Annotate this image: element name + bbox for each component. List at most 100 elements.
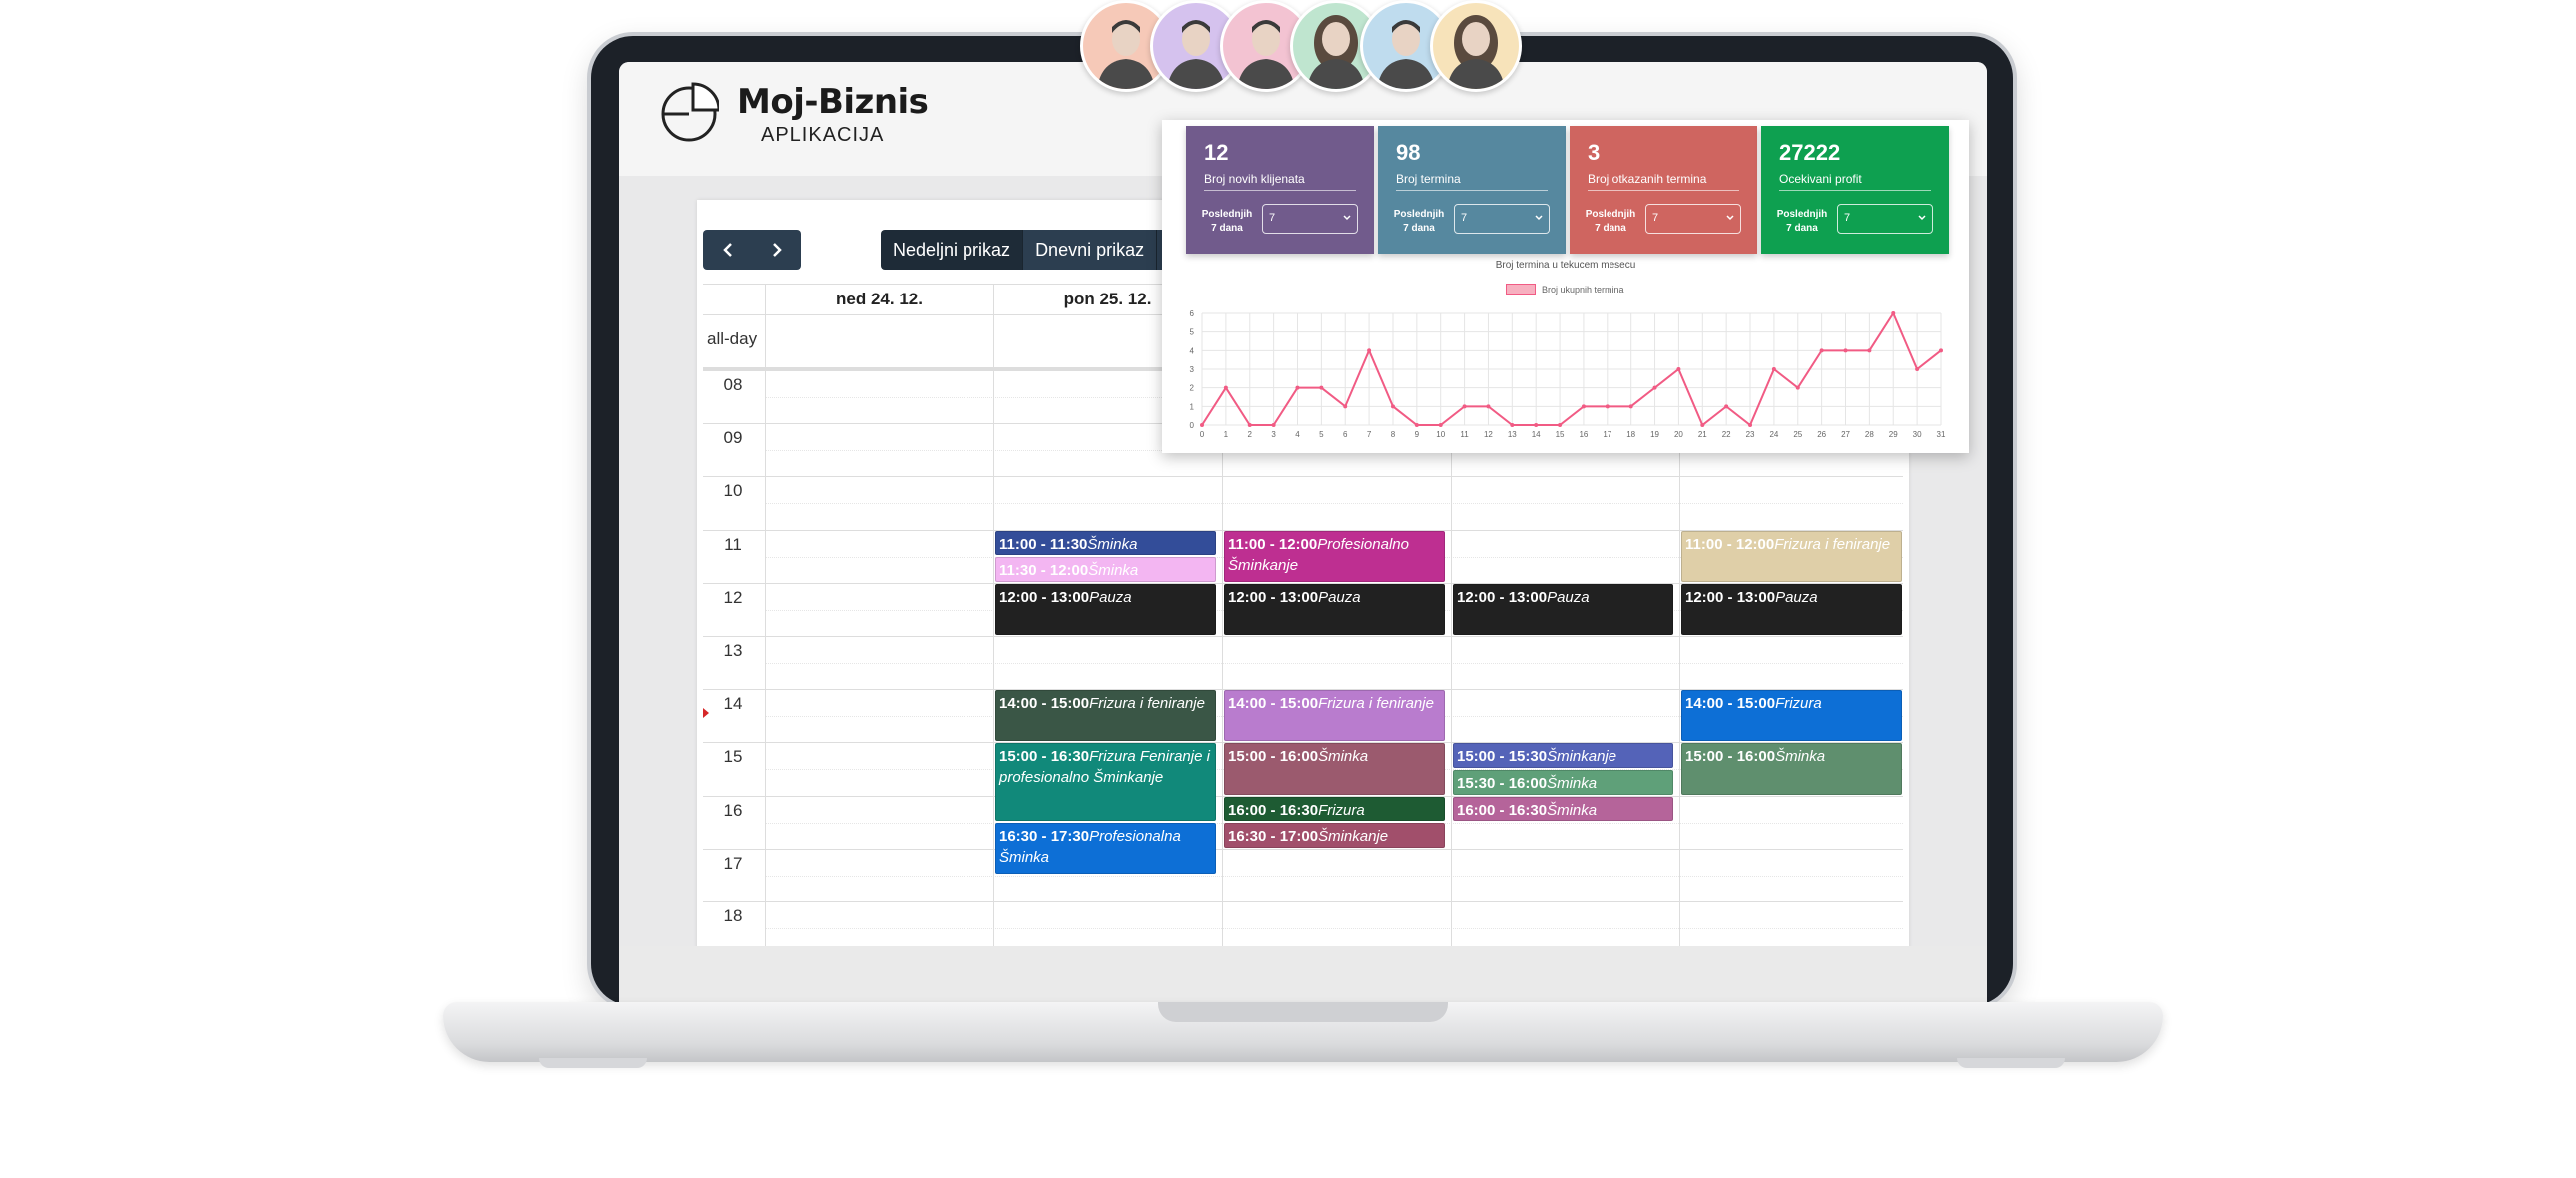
y-tick-label: 6 <box>1190 309 1195 318</box>
chevron-down-icon <box>1535 215 1543 221</box>
calendar-event[interactable]: 15:00 - 16:00Šminka <box>1224 743 1445 795</box>
calendar-event[interactable]: 15:00 - 16:30Frizura Feniranje i profesi… <box>995 743 1216 822</box>
avatar <box>1290 0 1382 92</box>
calendar-event[interactable]: 15:30 - 16:00Šminka <box>1453 770 1673 795</box>
hour-label: 08 <box>723 375 743 394</box>
data-point <box>1724 404 1729 409</box>
calendar-event[interactable]: 16:00 - 16:30Šminka <box>1453 796 1673 822</box>
chart-legend[interactable]: Broj ukupnih termina <box>1506 284 1624 294</box>
x-tick-label: 6 <box>1343 430 1348 439</box>
stat-label: Broj termina <box>1396 172 1461 186</box>
calendar-event[interactable]: 12:00 - 13:00Pauza <box>995 583 1216 635</box>
period-select[interactable]: 7 <box>1454 204 1550 234</box>
x-tick-label: 21 <box>1698 430 1707 439</box>
stat-label: Ocekivani profit <box>1779 172 1862 186</box>
x-tick-label: 12 <box>1484 430 1493 439</box>
event-time: 14:00 - 15:00 <box>1228 695 1319 713</box>
calendar-event[interactable]: 12:00 - 13:00Pauza <box>1453 583 1673 635</box>
period-label: Poslednjih 7 dana <box>1393 209 1445 234</box>
event-title: Pauza <box>1318 588 1361 606</box>
calendar-event[interactable]: 11:00 - 11:30Šminka <box>995 530 1216 556</box>
event-title: Frizura <box>1775 695 1822 713</box>
hour-row[interactable]: 18 <box>703 901 1903 946</box>
calendar-event[interactable]: 15:00 - 16:00Šminka <box>1681 743 1902 795</box>
data-point <box>1558 423 1563 427</box>
data-point <box>1819 348 1824 353</box>
event-title: Pauza <box>1775 588 1818 606</box>
event-title: Pauza <box>1547 588 1590 606</box>
day-header-sun: ned 24. 12. <box>765 285 994 314</box>
time-gutter-head <box>703 285 766 314</box>
period-select[interactable]: 7 <box>1262 204 1358 234</box>
event-time: 14:00 - 15:00 <box>1685 695 1776 713</box>
hour-label: 18 <box>723 906 743 925</box>
data-point <box>1486 404 1491 409</box>
period-label: Poslednjih 7 dana <box>1201 209 1253 234</box>
stat-divider <box>1588 190 1739 191</box>
series-line <box>1201 310 1942 427</box>
period-select[interactable]: 7 <box>1645 204 1741 234</box>
event-time: 15:00 - 16:00 <box>1228 748 1319 766</box>
brand-title: Moj-Biznis <box>737 82 929 122</box>
calendar-event[interactable]: 15:00 - 15:30Šminkanje <box>1453 743 1673 768</box>
calendar-event[interactable]: 11:30 - 12:00Šminka <box>995 557 1216 582</box>
calendar-event[interactable]: 12:00 - 13:00Pauza <box>1681 583 1902 635</box>
stat-card: 3 Broj otkazanih termina Poslednjih 7 dana… <box>1570 126 1757 254</box>
stat-card: 98 Broj termina Poslednjih 7 dana 7 <box>1378 126 1566 254</box>
half-hour-line <box>765 822 1903 824</box>
laptop-chin <box>619 946 1987 1002</box>
period-select[interactable]: 7 <box>1837 204 1933 234</box>
pie-logo-icon <box>661 82 719 142</box>
brand-subtitle: APLIKACIJA <box>761 124 885 146</box>
period-label: Poslednjih 7 dana <box>1585 209 1636 234</box>
x-tick-label: 16 <box>1579 430 1588 439</box>
hour-row[interactable]: 17 <box>703 848 1903 902</box>
data-point <box>1319 385 1324 390</box>
prev-button[interactable] <box>703 230 752 270</box>
event-title: Šminka <box>1088 562 1139 580</box>
calendar-event[interactable]: 14:00 - 15:00Frizura <box>1681 690 1902 742</box>
data-point <box>1939 348 1943 353</box>
event-time: 15:00 - 15:30 <box>1457 748 1548 766</box>
dashboard-panel: 12 Broj novih klijenata Poslednjih 7 dana 7… <box>1162 120 1969 453</box>
calendar-event[interactable]: 16:30 - 17:30Profesionalna Šminka <box>995 823 1216 875</box>
calendar-event[interactable]: 11:00 - 12:00Frizura i feniranje <box>1681 530 1902 582</box>
next-button[interactable] <box>752 230 801 270</box>
event-time: 14:00 - 15:00 <box>999 695 1090 713</box>
x-tick-label: 8 <box>1391 430 1396 439</box>
stat-label: Broj otkazanih termina <box>1588 172 1707 186</box>
event-time: 16:00 - 16:30 <box>1228 801 1319 819</box>
calendar-event[interactable]: 11:00 - 12:00Profesionalno Šminkanje <box>1224 530 1445 582</box>
stat-value: 3 <box>1588 140 1601 165</box>
data-point <box>1891 311 1896 315</box>
x-tick-label: 2 <box>1248 430 1253 439</box>
x-tick-label: 20 <box>1674 430 1683 439</box>
x-tick-label: 22 <box>1722 430 1731 439</box>
calendar-event[interactable]: 14:00 - 15:00Frizura i feniranje <box>995 690 1216 742</box>
y-tick-label: 3 <box>1190 365 1195 374</box>
x-tick-label: 25 <box>1793 430 1802 439</box>
hour-row[interactable]: 13 <box>703 636 1903 690</box>
data-point <box>1748 423 1753 427</box>
half-hour-line <box>765 663 1903 664</box>
data-point <box>1343 404 1348 409</box>
day-view-button[interactable]: Dnevni prikaz <box>1022 230 1157 270</box>
calendar-event[interactable]: 16:30 - 17:00Šminkanje <box>1224 823 1445 848</box>
calendar-nav <box>703 230 801 270</box>
week-view-button[interactable]: Nedeljni prikaz <box>881 230 1023 270</box>
event-title: Frizura i feniranje <box>1089 695 1205 713</box>
period-select-value: 7 <box>1269 212 1276 224</box>
calendar-event[interactable]: 16:00 - 16:30Frizura <box>1224 796 1445 822</box>
calendar-event[interactable]: 14:00 - 15:00Frizura i feniranje <box>1224 690 1445 742</box>
event-time: 11:00 - 12:00 <box>1228 535 1318 553</box>
x-tick-label: 10 <box>1436 430 1445 439</box>
chevron-down-icon <box>1726 215 1734 221</box>
data-point <box>1700 423 1705 427</box>
stat-divider <box>1396 190 1548 191</box>
x-tick-label: 26 <box>1817 430 1826 439</box>
data-point <box>1867 348 1872 353</box>
hour-row[interactable]: 10 <box>703 476 1903 530</box>
hour-row[interactable]: 16 <box>703 795 1903 850</box>
hour-label: 09 <box>723 428 743 448</box>
calendar-event[interactable]: 12:00 - 13:00Pauza <box>1224 583 1445 635</box>
